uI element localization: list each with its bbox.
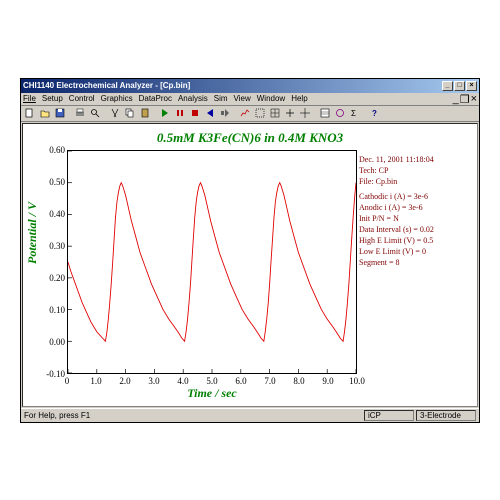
zoom-icon[interactable] [253,106,267,120]
close-button[interactable]: × [466,81,477,91]
menu-view[interactable]: View [234,94,251,103]
chart-icon[interactable] [238,106,252,120]
menu-graphics[interactable]: Graphics [101,94,133,103]
x-tick: 8.0 [287,376,311,386]
open-icon[interactable] [38,106,52,120]
calc-icon[interactable]: Σ [348,106,362,120]
copy-icon[interactable] [123,106,137,120]
plot [67,150,357,374]
y-tick: 0.40 [37,209,65,219]
cut-icon[interactable] [108,106,122,120]
reverse-icon[interactable] [203,106,217,120]
y-tick: 0.20 [37,273,65,283]
x-tick: 10.0 [345,376,369,386]
x-tick: 1.0 [84,376,108,386]
menubar: File Setup Control Graphics DataProc Ana… [21,93,479,106]
minimize-button[interactable]: _ [442,81,453,91]
x-tick: 6.0 [229,376,253,386]
menu-setup[interactable]: Setup [42,94,63,103]
meta-file: File: Cp.bin [359,176,471,187]
x-tick: 0 [55,376,79,386]
preview-icon[interactable] [88,106,102,120]
svg-text:?: ? [372,109,377,118]
help-icon[interactable]: ? [368,106,382,120]
statusbar: For Help, press F1 iCP 3-Electrode [21,408,479,422]
svg-text:Σ: Σ [351,109,356,118]
mdi-minimize-button[interactable]: _ [453,93,459,106]
mdi-close-button[interactable]: × [471,93,477,106]
meta-cathodic: Cathodic i (A) = 3e-6 [359,191,471,202]
x-tick: 3.0 [142,376,166,386]
meta-low-e: Low E Limit (V) = 0 [359,246,471,257]
window-title: CHI1140 Electrochemical Analyzer - [Cp.b… [23,81,442,90]
chart-area: 0.5mM K3Fe(CN)6 in 0.4M KNO3 Potential /… [22,123,478,407]
cursor-icon[interactable] [298,106,312,120]
y-tick: 0.10 [37,305,65,315]
meta-interval: Data Interval (s) = 0.02 [359,224,471,235]
menu-control[interactable]: Control [69,94,95,103]
y-tick: 0.00 [37,337,65,347]
menu-help[interactable]: Help [291,94,307,103]
titlebar[interactable]: CHI1140 Electrochemical Analyzer - [Cp.b… [21,79,479,93]
menu-sim[interactable]: Sim [214,94,228,103]
x-tick: 7.0 [258,376,282,386]
meta-anodic: Anodic i (A) = 3e-6 [359,202,471,213]
status-electrode: 3-Electrode [416,410,476,421]
x-tick: 9.0 [316,376,340,386]
meta-init-pn: Init P/N = N [359,213,471,224]
stop-icon[interactable] [188,106,202,120]
mdi-restore-button[interactable]: ❐ [460,93,470,106]
metadata-panel: Dec. 11, 2001 11:18:04 Tech: CP File: Cp… [359,154,471,268]
data-icon[interactable] [318,106,332,120]
pause-icon[interactable] [173,106,187,120]
menu-dataproc[interactable]: DataProc [139,94,172,103]
autoscale-icon[interactable] [283,106,297,120]
meta-timestamp: Dec. 11, 2001 11:18:04 [359,154,471,165]
paste-icon[interactable] [138,106,152,120]
save-icon[interactable] [53,106,67,120]
chart-title: 0.5mM K3Fe(CN)6 in 0.4M KNO3 [23,130,477,146]
maximize-button[interactable]: □ [454,81,465,91]
step-icon[interactable] [218,106,232,120]
menu-analysis[interactable]: Analysis [178,94,208,103]
x-tick: 2.0 [113,376,137,386]
y-tick: 0.30 [37,241,65,251]
process-icon[interactable] [333,106,347,120]
toolbar: Σ ? [21,106,479,122]
x-tick: 4.0 [171,376,195,386]
grid-icon[interactable] [268,106,282,120]
meta-segment: Segment = 8 [359,257,471,268]
x-axis-label: Time / sec [67,386,357,401]
menu-window[interactable]: Window [257,94,285,103]
menu-file[interactable]: File [23,94,36,103]
application-window: CHI1140 Electrochemical Analyzer - [Cp.b… [20,78,480,423]
status-hint: For Help, press F1 [24,411,362,420]
y-tick: 0.60 [37,145,65,155]
meta-tech: Tech: CP [359,165,471,176]
meta-high-e: High E Limit (V) = 0.5 [359,235,471,246]
y-tick: 0.50 [37,177,65,187]
new-icon[interactable] [23,106,37,120]
print-icon[interactable] [73,106,87,120]
x-tick: 5.0 [200,376,224,386]
run-icon[interactable] [158,106,172,120]
status-mode: iCP [364,410,414,421]
